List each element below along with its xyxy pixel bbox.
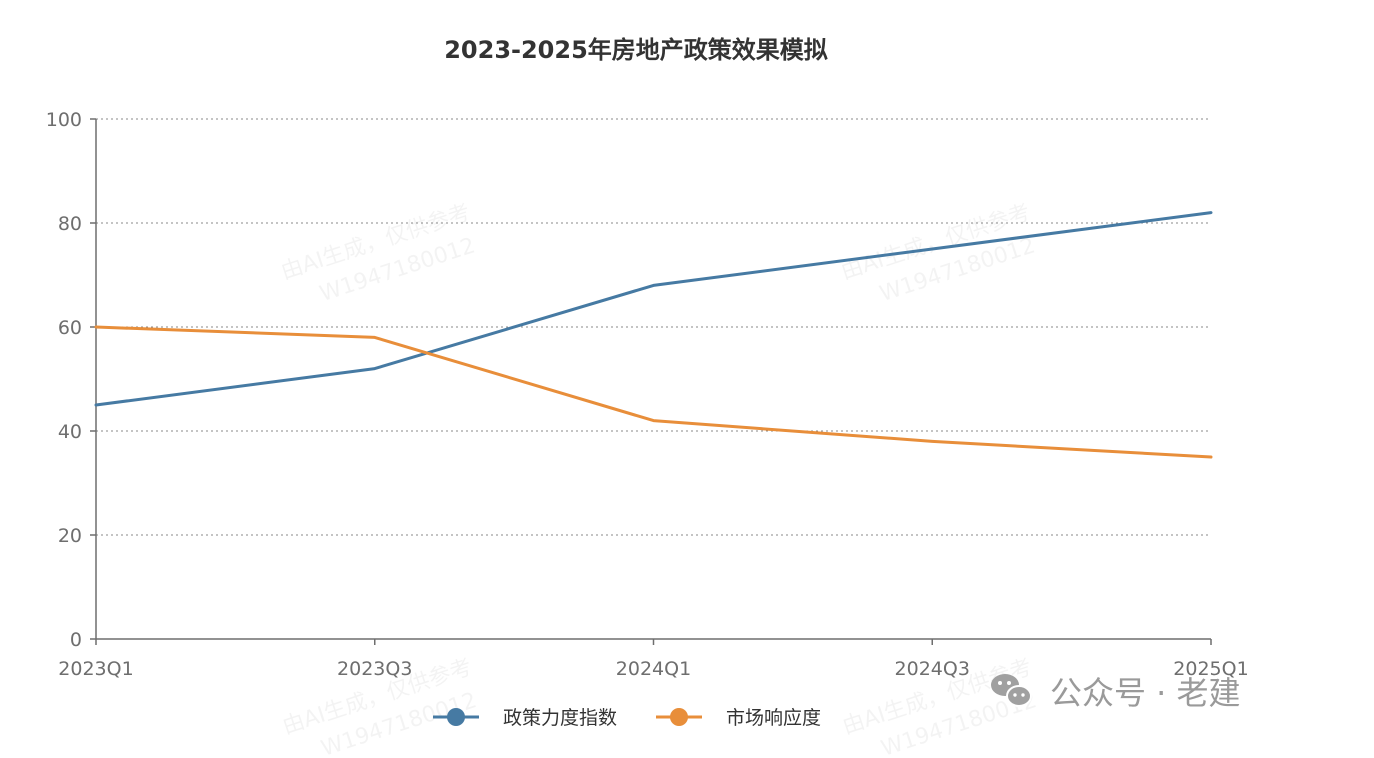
x-tick-label: 2023Q1: [58, 658, 133, 680]
x-tick-label: 2023Q3: [337, 658, 412, 680]
legend-swatch-marker: [670, 708, 688, 726]
legend-label: 市场响应度: [726, 707, 821, 729]
legend: 政策力度指数 市场响应度: [433, 707, 821, 729]
y-tick-label: 20: [58, 525, 82, 547]
wechat-icon: [991, 674, 1032, 707]
y-tick-label: 0: [70, 629, 82, 651]
legend-label: 政策力度指数: [503, 707, 617, 729]
chart-title: 2023-2025年房地产政策效果模拟: [444, 36, 828, 64]
series-line: [94, 211, 1213, 407]
y-tick-label: 60: [58, 317, 82, 339]
series-line: [94, 325, 1213, 459]
wechat-badge: 公众号 · 老建: [991, 674, 1241, 712]
y-tick-label: 40: [58, 421, 82, 443]
legend-swatch-marker: [447, 708, 465, 726]
y-tick-label: 100: [46, 109, 82, 131]
grid-lines: [96, 118, 1211, 536]
wechat-badge-text: 公众号 · 老建: [1050, 674, 1241, 712]
y-axis-ticks: 0 20 40 60 80 100: [46, 109, 96, 651]
x-tick-label: 2025Q1: [1173, 658, 1248, 680]
x-tick-label: 2024Q1: [616, 658, 691, 680]
y-tick-label: 80: [58, 213, 82, 235]
series-group: [94, 211, 1213, 459]
x-axis-ticks: 2023Q1 2023Q3 2024Q1 2024Q3 2025Q1: [58, 639, 1249, 680]
x-tick-label: 2024Q3: [895, 658, 970, 680]
